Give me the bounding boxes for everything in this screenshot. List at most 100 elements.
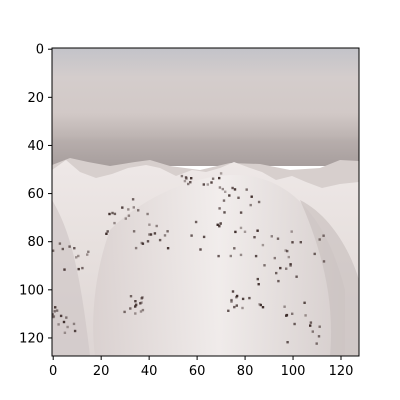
rock-speck xyxy=(218,186,222,189)
rock-speck xyxy=(219,172,223,175)
rock-speck xyxy=(185,177,188,180)
rock-speck xyxy=(229,254,232,258)
rock-speck xyxy=(303,301,306,304)
rock-speck xyxy=(163,234,167,237)
rock-speck xyxy=(123,310,126,314)
rock-speck xyxy=(219,222,222,225)
rock-speck xyxy=(230,298,233,302)
rock-speck xyxy=(231,290,235,293)
rock-speck xyxy=(148,233,151,236)
rock-speck xyxy=(53,310,56,313)
rock-speck xyxy=(52,315,55,319)
rock-speck xyxy=(134,300,137,303)
rock-speck xyxy=(322,260,326,263)
x-tick-label: 100 xyxy=(281,364,306,379)
rock-speck xyxy=(141,242,145,245)
rock-speck xyxy=(146,240,150,243)
rock-speck xyxy=(134,303,138,307)
rock-speck xyxy=(227,309,230,312)
x-axis: 0 20 40 60 80 100 120 xyxy=(49,356,353,379)
rock-speck xyxy=(194,220,198,224)
rock-speck xyxy=(137,209,140,212)
rock-speck xyxy=(295,275,298,278)
rock-speck xyxy=(218,176,221,180)
x-tick-label: 0 xyxy=(49,364,57,379)
rock-speck xyxy=(105,232,108,235)
rock-speck xyxy=(311,330,314,333)
rock-speck xyxy=(239,211,243,214)
rock-speck xyxy=(206,183,209,186)
rock-speck xyxy=(183,179,187,183)
rock-speck xyxy=(54,306,57,309)
rock-speck xyxy=(233,305,236,309)
rock-speck xyxy=(313,252,316,256)
rock-speck xyxy=(284,249,287,252)
rock-speck xyxy=(218,225,221,228)
rock-speck xyxy=(243,230,247,233)
rock-speck xyxy=(233,188,237,191)
rock-speck xyxy=(239,226,243,230)
rock-speck xyxy=(285,267,288,270)
rock-speck xyxy=(253,236,256,239)
x-tick-label: 40 xyxy=(141,364,158,379)
rock-speck xyxy=(286,341,289,344)
rock-speck xyxy=(81,266,84,270)
rock-speck xyxy=(245,188,248,191)
rock-speck xyxy=(257,200,261,204)
rock-speck xyxy=(275,271,278,275)
rock-speck xyxy=(132,230,136,233)
rock-speck xyxy=(217,254,220,258)
y-tick-label: 80 xyxy=(27,235,44,250)
rock-speck xyxy=(127,208,130,211)
rock-speck xyxy=(190,234,193,237)
rock-speck xyxy=(218,207,221,210)
rock-speck xyxy=(59,314,63,318)
rock-speck xyxy=(131,198,135,201)
rock-speck xyxy=(318,238,321,241)
rock-speck xyxy=(222,199,226,202)
rock-speck xyxy=(254,254,258,258)
rock-speck xyxy=(153,232,157,235)
rock-speck xyxy=(155,224,158,228)
rock-speck xyxy=(52,315,56,318)
rock-speck xyxy=(189,181,192,184)
rock-speck xyxy=(61,247,64,251)
rock-speck xyxy=(263,264,266,267)
x-tick-label: 60 xyxy=(189,364,206,379)
rock-speck xyxy=(248,296,251,300)
rock-speck xyxy=(224,190,227,193)
rock-speck xyxy=(256,277,259,281)
rock-speck xyxy=(289,264,292,267)
x-tick-label: 80 xyxy=(237,364,254,379)
rock-speck xyxy=(279,266,282,270)
rock-speck xyxy=(277,279,280,283)
rock-speck xyxy=(270,235,273,238)
rock-speck xyxy=(48,255,50,257)
rock-speck xyxy=(166,247,170,250)
rock-speck xyxy=(276,237,280,240)
rock-speck xyxy=(257,283,260,286)
rock-speck xyxy=(66,325,69,329)
rock-speck xyxy=(141,296,144,299)
rock-speck xyxy=(241,297,245,301)
haze-band xyxy=(52,140,359,166)
rock-speck xyxy=(299,241,302,244)
rock-speck xyxy=(77,254,80,258)
rock-speck xyxy=(134,246,138,250)
rock-speck xyxy=(249,203,252,207)
x-tick-label: 20 xyxy=(93,364,110,379)
rock-speck xyxy=(65,316,68,319)
rock-speck xyxy=(87,250,90,253)
rock-speck xyxy=(261,243,265,247)
rock-speck xyxy=(141,308,145,312)
y-tick-label: 40 xyxy=(27,139,44,154)
rock-speck xyxy=(108,212,111,216)
rock-speck xyxy=(63,268,66,271)
rock-speck xyxy=(124,217,127,220)
rock-speck xyxy=(139,310,143,313)
rock-speck xyxy=(250,195,253,198)
rock-speck xyxy=(57,323,60,326)
rock-speck xyxy=(235,294,239,298)
rock-speck xyxy=(134,312,137,315)
